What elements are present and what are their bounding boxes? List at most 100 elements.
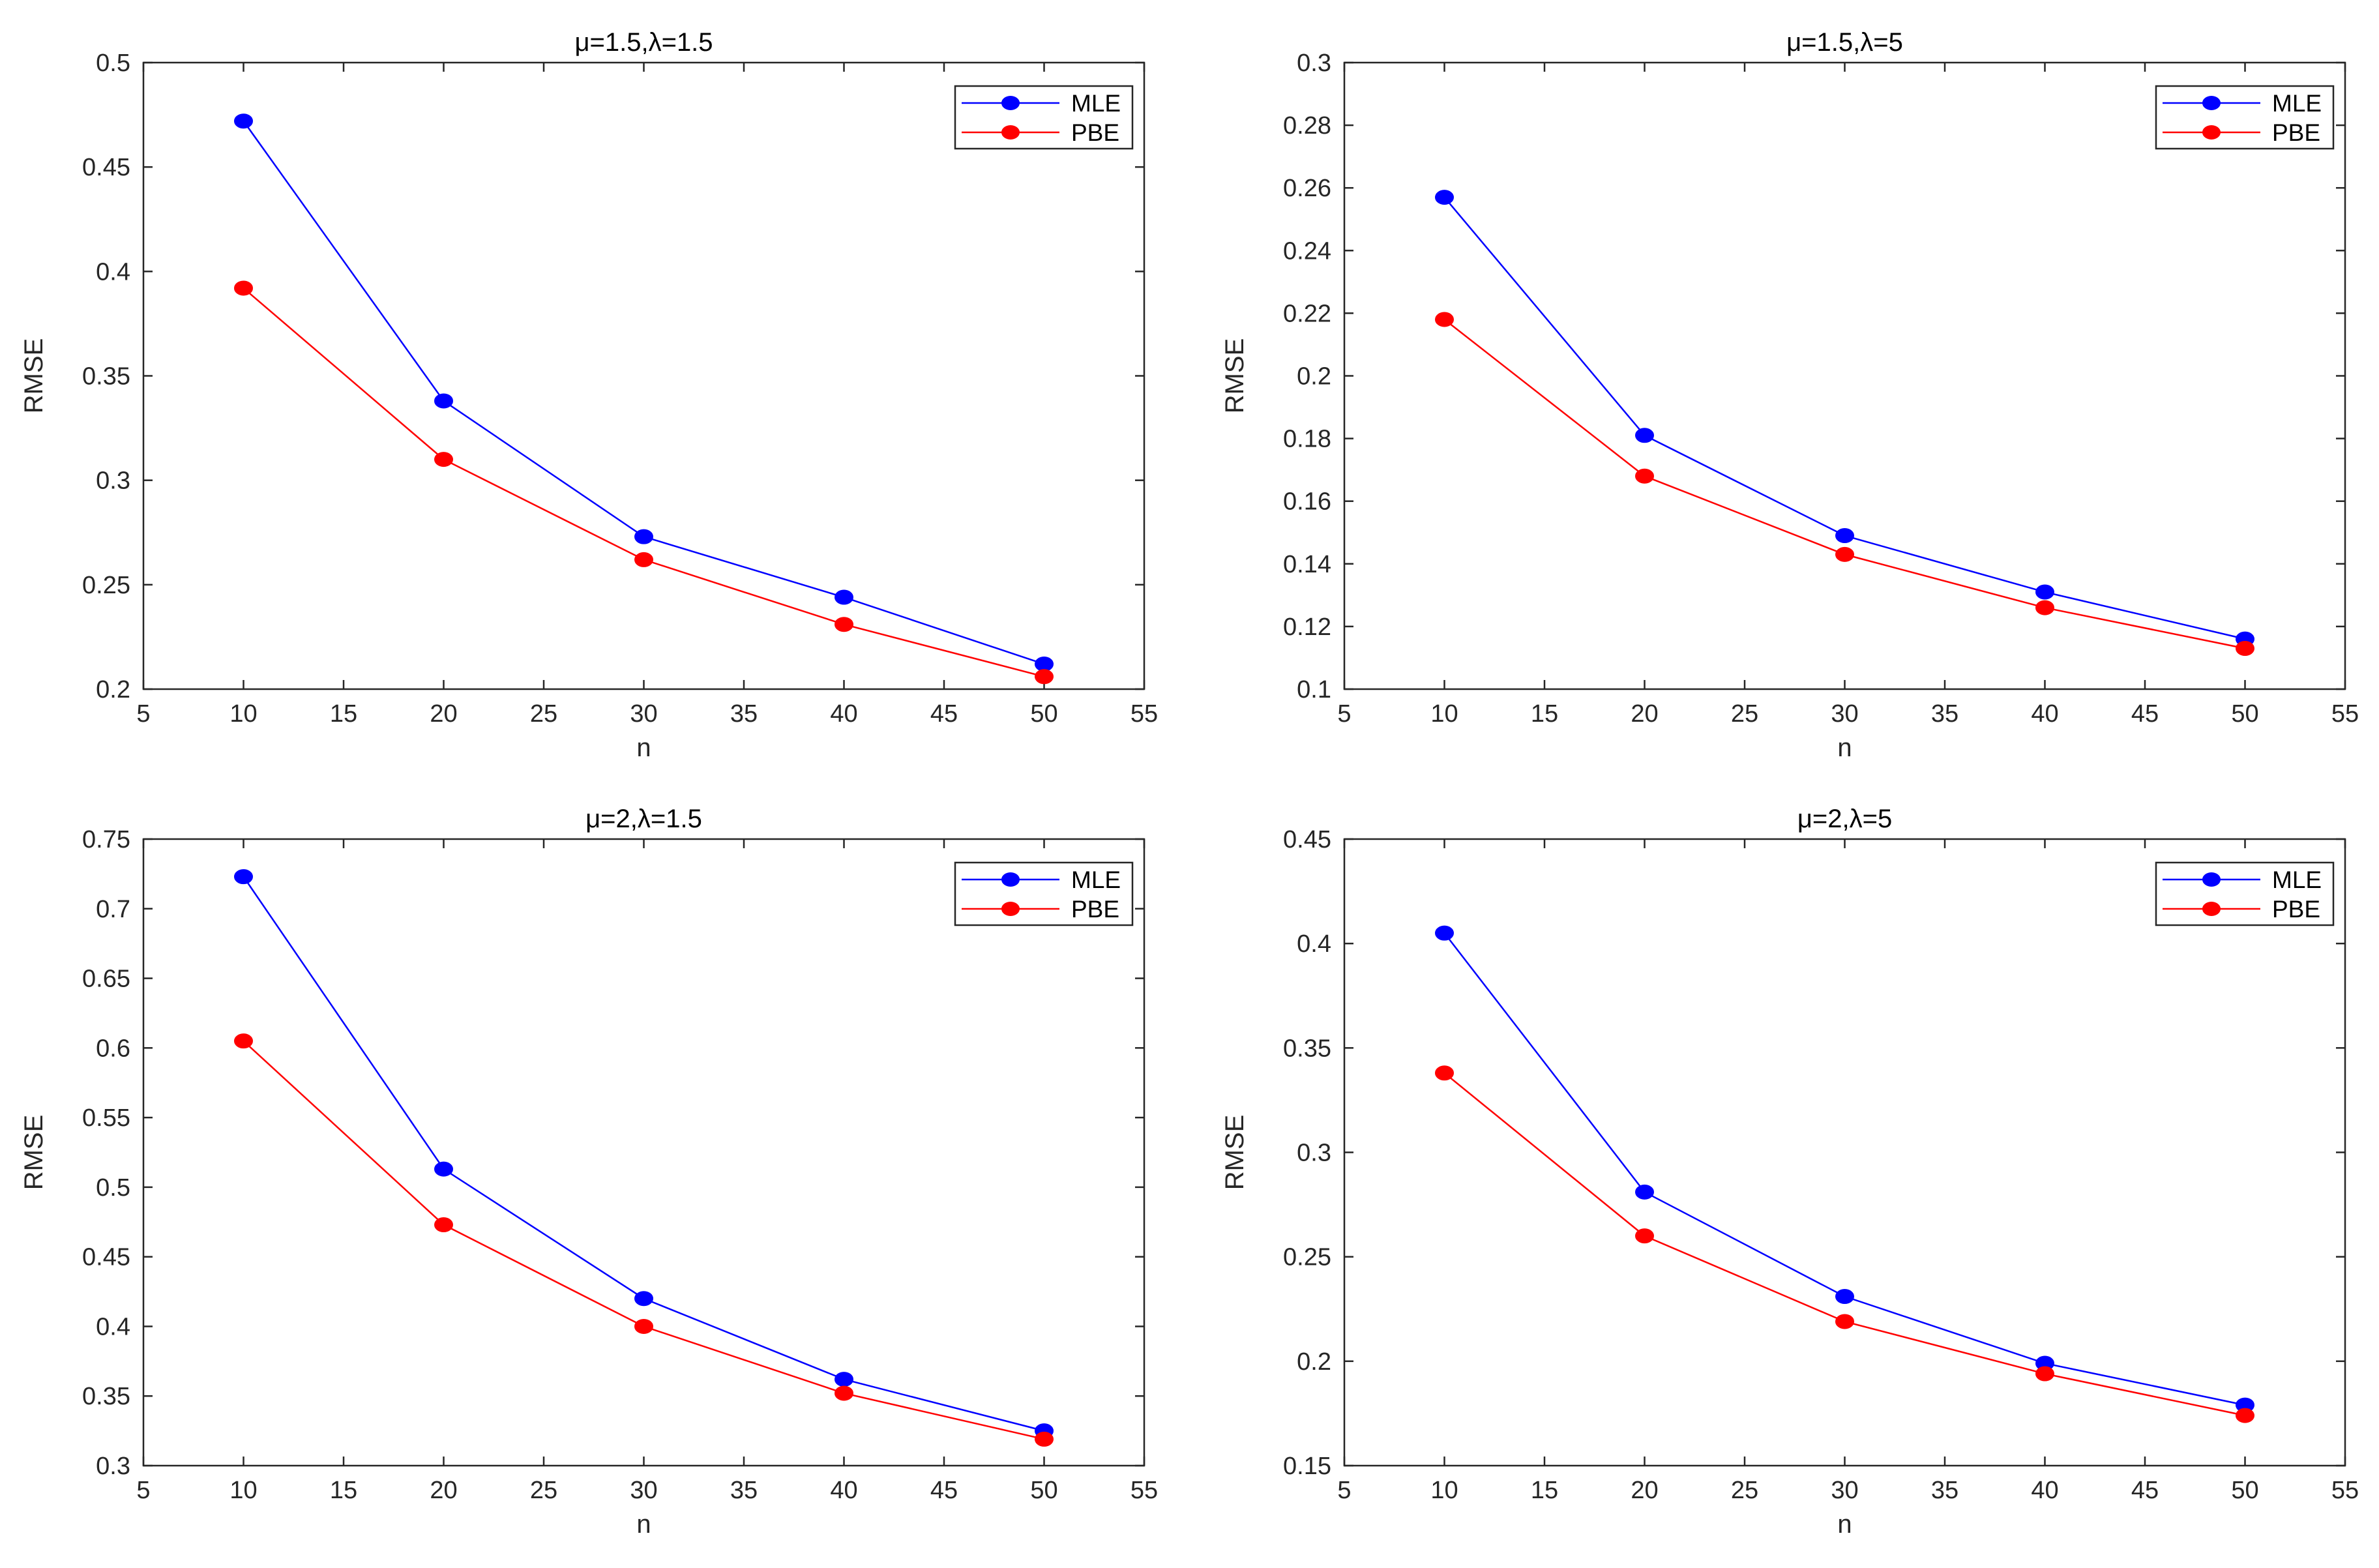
y-tick-label: 0.6 [96, 1035, 130, 1062]
chart-title: μ=2,λ=1.5 [585, 805, 702, 833]
legend-marker-mle [2202, 96, 2221, 110]
y-tick-label: 0.22 [1283, 300, 1331, 327]
x-tick-label: 40 [2031, 700, 2058, 728]
chart-panel-2: 5 10 15 20 25 30 35 40 45 50 55 0.1 0.12 0.14 0.16 0.18… [1220, 28, 2359, 762]
y-tick-label: 0.3 [96, 1453, 130, 1480]
data-point-pbe [1435, 1065, 1454, 1081]
x-tick-label: 25 [1731, 700, 1758, 728]
legend-label-pbe: PBE [1071, 896, 1119, 923]
x-tick-label: 25 [530, 700, 557, 728]
y-tick-label: 0.18 [1283, 426, 1331, 453]
y-tick-label: 0.14 [1283, 551, 1331, 578]
legend-box [954, 85, 1134, 150]
data-point-pbe [434, 1217, 453, 1233]
x-tick-label: 30 [1831, 1477, 1858, 1504]
legend-box [2155, 85, 2335, 150]
y-tick-label: 0.16 [1283, 488, 1331, 516]
y-tick-label: 0.35 [1283, 1035, 1331, 1062]
y-tick-label: 0.75 [82, 826, 130, 853]
legend-label-mle: MLE [2272, 866, 2322, 893]
x-tick-label: 20 [1631, 1477, 1658, 1504]
data-point-mle [634, 1291, 653, 1307]
x-tick-label: 10 [1430, 1477, 1458, 1504]
y-tick-label: 0.2 [1297, 1348, 1331, 1376]
x-tick-label: 40 [830, 1477, 857, 1504]
legend-marker-mle [1001, 872, 1020, 887]
y-tick-label: 0.4 [96, 1313, 130, 1340]
y-tick-label: 0.45 [82, 154, 130, 181]
x-tick-label: 35 [1931, 1477, 1958, 1504]
legend-marker-pbe [1001, 125, 1020, 140]
x-tick-label: 45 [930, 700, 958, 728]
x-tick-label: 45 [2131, 700, 2159, 728]
x-tick-label: 20 [430, 700, 457, 728]
data-point-mle [1835, 1289, 1854, 1305]
x-tick-label: 55 [1130, 1477, 1158, 1504]
x-tick-label: 5 [1337, 1477, 1351, 1504]
legend-marker-mle [1001, 96, 1020, 110]
y-axis-label: RMSE [20, 338, 48, 414]
y-tick-label: 0.3 [1297, 1140, 1331, 1167]
y-axis-label: RMSE [1220, 1115, 1249, 1191]
x-tick-label: 35 [730, 1477, 758, 1504]
y-tick-label: 0.12 [1283, 614, 1331, 641]
legend-marker-pbe [2202, 902, 2221, 916]
data-point-mle [1035, 657, 1054, 672]
chart-title: μ=1.5,λ=5 [1786, 28, 1903, 57]
x-axis-label: n [1837, 733, 1852, 762]
y-axis-label: RMSE [1220, 338, 1249, 414]
data-point-mle [1635, 428, 1654, 443]
y-tick-label: 0.45 [1283, 826, 1331, 853]
legend-marker-mle [2202, 872, 2221, 887]
x-tick-label: 45 [2131, 1477, 2159, 1504]
data-point-pbe [1635, 1228, 1654, 1244]
y-tick-label: 0.4 [96, 258, 130, 286]
legend-box [2155, 861, 2335, 926]
legend-label-pbe: PBE [2272, 119, 2320, 146]
x-axis-label: n [636, 733, 651, 762]
y-tick-label: 0.3 [96, 467, 130, 495]
x-tick-label: 5 [136, 1477, 150, 1504]
legend-label-pbe: PBE [2272, 896, 2320, 923]
legend-label-mle: MLE [1071, 866, 1121, 893]
x-tick-label: 30 [630, 700, 657, 728]
data-point-mle [835, 1372, 853, 1387]
data-point-pbe [835, 617, 853, 632]
x-tick-label: 15 [1531, 1477, 1558, 1504]
x-tick-label: 40 [2031, 1477, 2058, 1504]
x-axis-label: n [1837, 1510, 1852, 1539]
x-tick-label: 15 [330, 1477, 357, 1504]
data-point-mle [434, 393, 453, 409]
y-tick-label: 0.45 [82, 1244, 130, 1271]
x-tick-label: 50 [1030, 700, 1057, 728]
data-point-pbe [2236, 641, 2254, 657]
x-tick-label: 50 [2231, 1477, 2258, 1504]
data-point-mle [1435, 190, 1454, 205]
x-tick-label: 40 [830, 700, 857, 728]
legend-label-mle: MLE [2272, 90, 2322, 117]
y-tick-label: 0.25 [1283, 1244, 1331, 1271]
y-tick-label: 0.55 [82, 1104, 130, 1132]
legend-label-mle: MLE [1071, 90, 1121, 117]
legend: MLE PBE [2155, 861, 2335, 926]
x-tick-label: 5 [136, 700, 150, 728]
x-tick-label: 45 [930, 1477, 958, 1504]
y-tick-label: 0.28 [1283, 112, 1331, 140]
y-axis-label: RMSE [20, 1115, 48, 1191]
data-point-mle [1835, 528, 1854, 544]
data-point-mle [634, 529, 653, 544]
chart-panel-1: 5 10 15 20 25 30 35 40 45 50 55 0.2 0.25 0.3 0.35 0.4 0.… [20, 28, 1158, 762]
data-point-pbe [1035, 669, 1054, 685]
chart-panel-3: 5 10 15 20 25 30 35 40 45 50 55 0.3 0.35 0.4 0.45 0.5 0.… [20, 805, 1158, 1539]
x-tick-label: 35 [1931, 700, 1958, 728]
data-point-mle [835, 589, 853, 605]
y-tick-label: 0.2 [1297, 363, 1331, 391]
data-point-mle [2035, 584, 2054, 600]
legend-marker-pbe [1001, 902, 1020, 916]
y-tick-label: 0.7 [96, 896, 130, 923]
data-point-mle [434, 1161, 453, 1177]
y-tick-label: 0.3 [1297, 50, 1331, 77]
